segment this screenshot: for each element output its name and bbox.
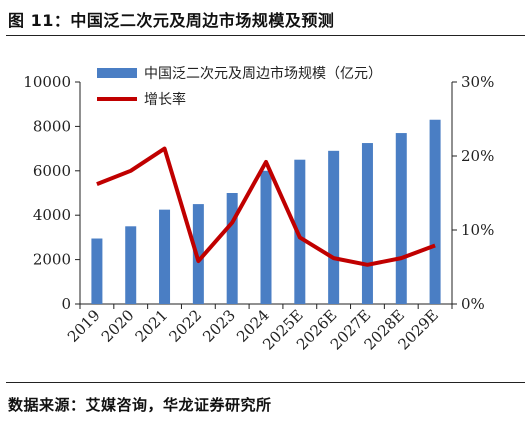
x-tick-label: 2021 [132, 306, 172, 346]
bar [125, 226, 137, 304]
chart-title: 图 11：中国泛二次元及周边市场规模及预测 [8, 11, 335, 30]
source-note: 数据来源：艾媒咨询，华龙证券研究所 [8, 396, 272, 414]
bar [328, 150, 340, 304]
chart-canvas: 0 2000 4000 6000 8000 10000 0% 10% 20% 30% 201920… [23, 65, 494, 354]
bar [226, 193, 238, 304]
bar [361, 143, 373, 304]
left-tick-label: 0 [61, 295, 71, 313]
x-tick-label: 2022 [165, 306, 205, 346]
left-tick-label: 10000 [23, 73, 71, 91]
bar-series [91, 119, 441, 305]
bar [159, 209, 171, 304]
bar [395, 133, 407, 304]
left-tick-label: 6000 [33, 162, 71, 180]
legend-line-label: 增长率 [144, 91, 186, 108]
legend-bar-swatch [97, 68, 137, 78]
bar [91, 238, 103, 304]
bar [260, 170, 272, 304]
left-tick-label: 4000 [33, 206, 71, 224]
bar [192, 204, 204, 304]
right-tick-label: 10% [461, 221, 494, 239]
line-series [96, 146, 436, 267]
top-divider [6, 35, 525, 36]
bottom-divider [6, 382, 525, 383]
chart-legend: 中国泛二次元及周边市场规模（亿元） 增长率 [97, 65, 382, 108]
right-tick-label: 30% [461, 73, 494, 91]
x-tick-label: 2020 [98, 306, 138, 346]
x-tick-label: 2023 [199, 306, 239, 346]
bar [429, 119, 441, 305]
right-tick-label: 20% [461, 147, 494, 165]
legend-bar-label: 中国泛二次元及周边市场规模（亿元） [144, 65, 382, 82]
left-tick-label: 8000 [33, 117, 71, 135]
left-tick-label: 2000 [33, 251, 71, 269]
chart-axes: 0 2000 4000 6000 8000 10000 0% 10% 20% 30% [23, 73, 494, 313]
bar [294, 159, 306, 304]
right-tick-label: 0% [461, 295, 485, 313]
x-axis-ticks: 2019202020212022202320242025E2026E2027E2… [64, 304, 453, 354]
